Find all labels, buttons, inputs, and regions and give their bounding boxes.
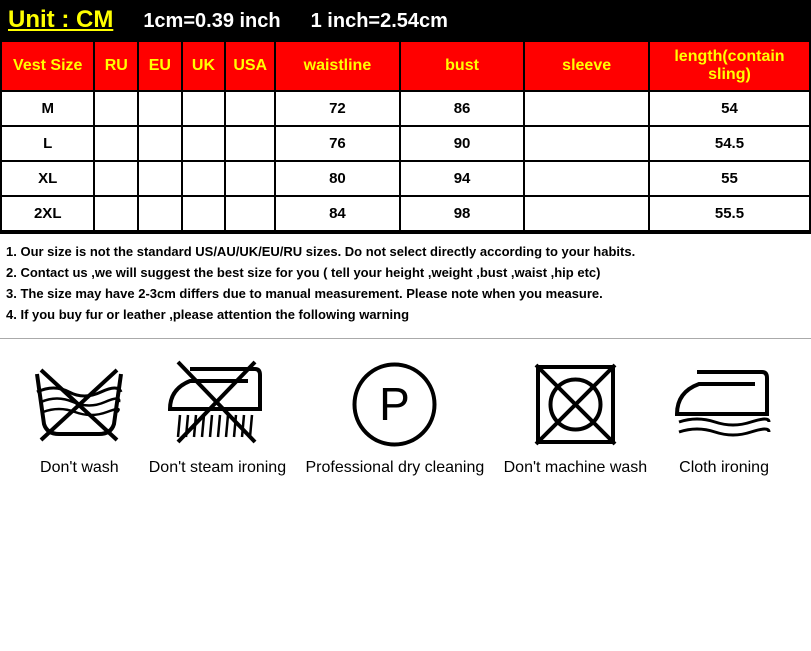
table-cell xyxy=(225,161,275,196)
table-cell xyxy=(225,91,275,126)
table-cell: 55 xyxy=(649,161,810,196)
table-cell xyxy=(524,196,649,231)
table-cell xyxy=(225,196,275,231)
svg-text:P: P xyxy=(380,378,411,430)
table-cell xyxy=(524,91,649,126)
dont-machine-wash-icon xyxy=(528,357,623,452)
table-cell: L xyxy=(1,126,94,161)
table-cell: XL xyxy=(1,161,94,196)
table-cell xyxy=(524,161,649,196)
table-cell xyxy=(182,126,226,161)
table-cell: 90 xyxy=(400,126,525,161)
table-cell xyxy=(138,161,182,196)
table-cell xyxy=(182,161,226,196)
table-row: XL 8094 55 xyxy=(1,161,810,196)
table-row: M 7286 54 xyxy=(1,91,810,126)
professional-dry-clean-icon: P xyxy=(347,357,442,452)
column-header: UK xyxy=(182,41,226,91)
conversion-1: 1cm=0.39 inch xyxy=(143,10,280,33)
notes-block: 1. Our size is not the standard US/AU/UK… xyxy=(0,232,811,338)
column-header: EU xyxy=(138,41,182,91)
table-cell: 54.5 xyxy=(649,126,810,161)
table-cell xyxy=(182,196,226,231)
table-cell: 94 xyxy=(400,161,525,196)
column-header: waistline xyxy=(275,41,400,91)
care-label: Don't machine wash xyxy=(504,458,648,477)
table-cell: 72 xyxy=(275,91,400,126)
note-2: 2. Contact us ,we will suggest the best … xyxy=(6,265,805,280)
care-label: Don't steam ironing xyxy=(149,458,286,477)
care-item-dont-machine-wash: Don't machine wash xyxy=(504,357,648,477)
table-cell: 76 xyxy=(275,126,400,161)
table-cell xyxy=(94,196,138,231)
care-label: Professional dry cleaning xyxy=(305,458,484,477)
column-header: Vest Size xyxy=(1,41,94,91)
cloth-ironing-icon xyxy=(667,357,782,452)
column-header: length(contain sling) xyxy=(649,41,810,91)
care-item-dont-steam-iron: Don't steam ironing xyxy=(149,357,286,477)
care-label: Don't wash xyxy=(40,458,119,477)
table-cell xyxy=(94,126,138,161)
care-instructions-row: Don't wash Don't steam ironing xyxy=(0,338,811,487)
table-cell xyxy=(138,196,182,231)
table-cell: 98 xyxy=(400,196,525,231)
size-table: Vest SizeRUEUUKUSAwaistlinebustsleevelen… xyxy=(0,40,811,232)
column-header: sleeve xyxy=(524,41,649,91)
conversion-2: 1 inch=2.54cm xyxy=(311,10,448,33)
table-cell xyxy=(138,126,182,161)
column-header: USA xyxy=(225,41,275,91)
table-row: L 7690 54.5 xyxy=(1,126,810,161)
note-3: 3. The size may have 2-3cm differs due t… xyxy=(6,286,805,301)
table-cell: 54 xyxy=(649,91,810,126)
note-4: 4. If you buy fur or leather ,please att… xyxy=(6,307,805,322)
table-cell: 55.5 xyxy=(649,196,810,231)
table-cell: 2XL xyxy=(1,196,94,231)
table-cell: M xyxy=(1,91,94,126)
note-1: 1. Our size is not the standard US/AU/UK… xyxy=(6,244,805,259)
table-cell: 84 xyxy=(275,196,400,231)
unit-header: Unit : CM 1cm=0.39 inch 1 inch=2.54cm xyxy=(0,0,811,40)
table-cell xyxy=(94,161,138,196)
size-chart-container: Unit : CM 1cm=0.39 inch 1 inch=2.54cm Ve… xyxy=(0,0,811,487)
dont-wash-icon xyxy=(29,357,129,452)
table-header-row: Vest SizeRUEUUKUSAwaistlinebustsleevelen… xyxy=(1,41,810,91)
table-cell xyxy=(225,126,275,161)
column-header: bust xyxy=(400,41,525,91)
table-cell: 80 xyxy=(275,161,400,196)
table-cell xyxy=(524,126,649,161)
column-header: RU xyxy=(94,41,138,91)
care-item-cloth-ironing: Cloth ironing xyxy=(667,357,782,477)
care-label: Cloth ironing xyxy=(679,458,769,477)
table-row: 2XL 8498 55.5 xyxy=(1,196,810,231)
dont-steam-iron-icon xyxy=(160,357,275,452)
unit-title: Unit : CM xyxy=(8,6,113,34)
table-cell xyxy=(94,91,138,126)
care-item-pro-dry-clean: P Professional dry cleaning xyxy=(305,357,484,477)
table-cell xyxy=(138,91,182,126)
table-cell: 86 xyxy=(400,91,525,126)
care-item-dont-wash: Don't wash xyxy=(29,357,129,477)
table-cell xyxy=(182,91,226,126)
